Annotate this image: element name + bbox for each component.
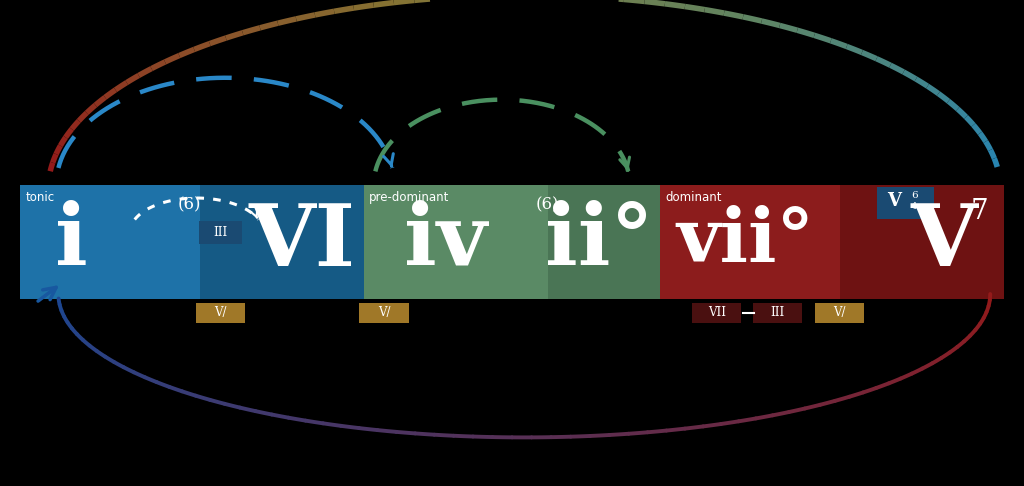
Text: vii°: vii° [677, 205, 814, 278]
Text: V/: V/ [834, 307, 846, 319]
Bar [753, 303, 802, 323]
Bar [199, 221, 242, 244]
Text: VII: VII [708, 307, 726, 319]
Text: III: III [213, 226, 227, 239]
Text: dominant: dominant [666, 191, 722, 204]
Bar [660, 185, 840, 299]
Text: pre-dominant: pre-dominant [369, 191, 449, 204]
Text: i: i [55, 200, 88, 284]
Text: (6): (6) [178, 197, 201, 214]
Text: ii°: ii° [545, 200, 653, 284]
Text: III: III [770, 307, 784, 319]
Text: 6: 6 [911, 191, 918, 200]
Bar [200, 185, 364, 299]
Bar [359, 303, 409, 323]
Bar [692, 303, 741, 323]
Text: (6): (6) [537, 197, 559, 214]
Bar [196, 303, 245, 323]
Bar [840, 185, 1004, 299]
Text: V/: V/ [378, 307, 390, 319]
Text: VI: VI [249, 200, 355, 284]
Bar [548, 185, 660, 299]
Bar [364, 185, 660, 299]
Text: 7: 7 [971, 198, 989, 225]
Text: V/: V/ [214, 307, 226, 319]
Text: V: V [910, 200, 978, 284]
Text: 4: 4 [911, 202, 918, 211]
Text: V: V [887, 192, 901, 210]
Bar [20, 185, 364, 299]
Bar [877, 187, 934, 219]
Text: tonic: tonic [26, 191, 54, 204]
Bar [815, 303, 864, 323]
Text: iv: iv [404, 200, 486, 284]
